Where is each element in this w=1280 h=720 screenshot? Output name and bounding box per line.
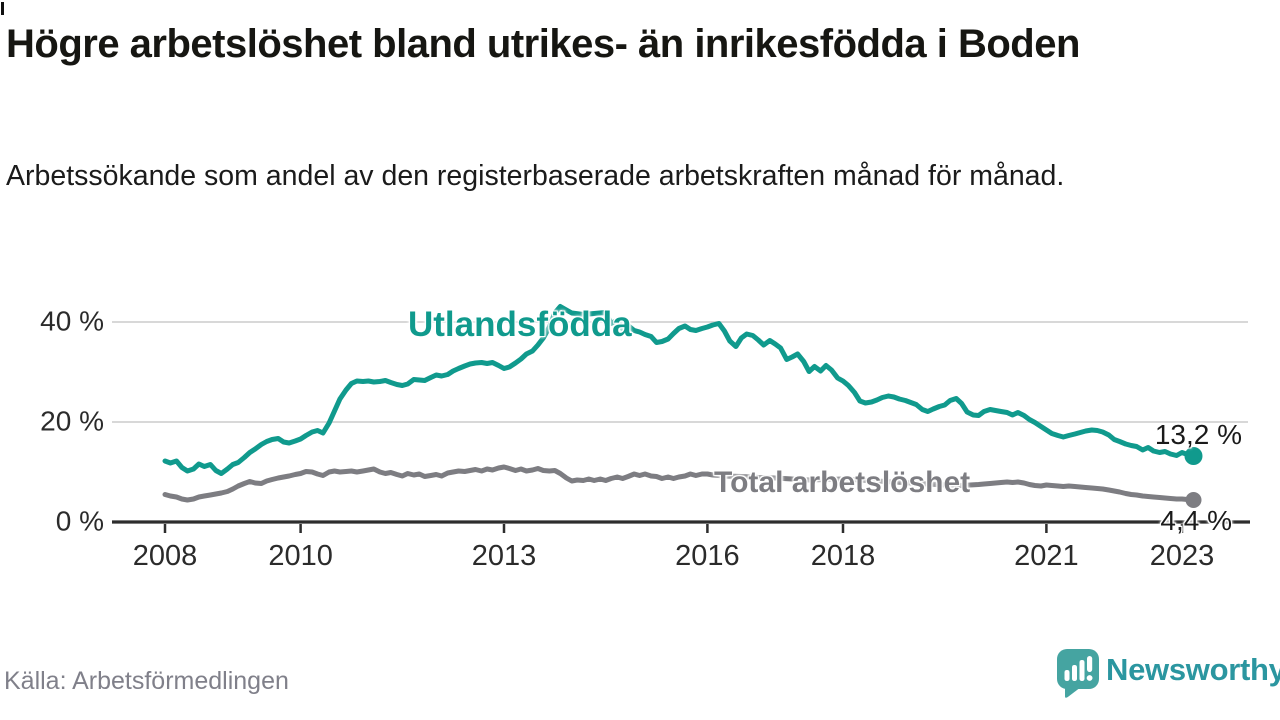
source-note: Källa: Arbetsförmedlingen — [4, 667, 289, 695]
newsworthy-logo-icon — [1057, 649, 1099, 698]
x-tick-label-2008: 2008 — [132, 540, 198, 572]
x-tick-label-2021: 2021 — [1014, 540, 1079, 572]
x-tick-label-2023: 2023 — [1149, 540, 1215, 572]
series-label-total: Total arbetslöshet — [714, 466, 971, 499]
series-label-utlandsfodda: Utlandsfödda — [408, 305, 632, 344]
newsworthy-wordmark: Newsworthy — [1106, 652, 1280, 687]
end-value-label-utlandsfodda: 13,2 % — [1154, 419, 1242, 450]
x-tick-label-2018: 2018 — [810, 540, 876, 572]
y-tick-label-40: 40 % — [40, 305, 104, 337]
newsworthy-logo: Newsworthy — [1056, 648, 1280, 700]
x-tick-label-2013: 2013 — [471, 540, 537, 572]
x-tick-label-2016: 2016 — [675, 540, 740, 572]
page-subtitle: Arbetssökande som andel av den registerb… — [6, 160, 1065, 192]
x-tick-label-2010: 2010 — [268, 540, 333, 572]
line-chart: 0 % 20 % 40 % 2008 2010 2013 2016 2018 2021 2023… — [0, 260, 1280, 620]
y-tick-label-0: 0 % — [55, 505, 104, 537]
end-value-label-total: 4,4 % — [1160, 505, 1232, 536]
end-dot-utlandsfodda — [1184, 447, 1203, 465]
y-axis-labels: 0 % 20 % 40 % — [0, 0, 104, 720]
line-utlandsfodda — [162, 304, 1196, 476]
end-dot-total — [1185, 492, 1202, 508]
y-tick-label-20: 20 % — [40, 405, 104, 437]
page-title: Högre arbetslöshet bland utrikes- än inr… — [6, 22, 1080, 66]
line-total — [162, 464, 1196, 503]
corner-mark — [1, 2, 4, 15]
